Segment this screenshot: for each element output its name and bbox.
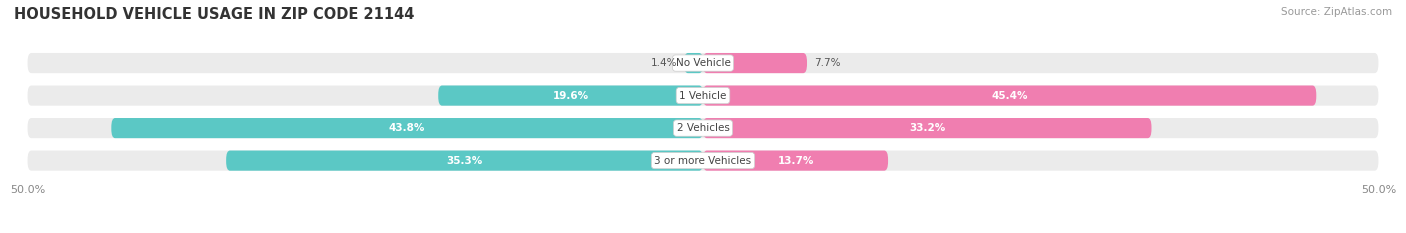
Text: 3 or more Vehicles: 3 or more Vehicles bbox=[654, 156, 752, 166]
Text: 35.3%: 35.3% bbox=[447, 156, 482, 166]
FancyBboxPatch shape bbox=[685, 53, 703, 73]
Text: 33.2%: 33.2% bbox=[910, 123, 945, 133]
Text: No Vehicle: No Vehicle bbox=[675, 58, 731, 68]
FancyBboxPatch shape bbox=[28, 86, 1378, 106]
Text: 1 Vehicle: 1 Vehicle bbox=[679, 91, 727, 101]
Text: 43.8%: 43.8% bbox=[389, 123, 426, 133]
FancyBboxPatch shape bbox=[439, 86, 703, 106]
FancyBboxPatch shape bbox=[703, 118, 1152, 138]
FancyBboxPatch shape bbox=[111, 118, 703, 138]
Text: 7.7%: 7.7% bbox=[814, 58, 841, 68]
FancyBboxPatch shape bbox=[28, 118, 1378, 138]
FancyBboxPatch shape bbox=[703, 86, 1316, 106]
Text: 13.7%: 13.7% bbox=[778, 156, 814, 166]
Text: 2 Vehicles: 2 Vehicles bbox=[676, 123, 730, 133]
Text: 19.6%: 19.6% bbox=[553, 91, 589, 101]
Text: 1.4%: 1.4% bbox=[651, 58, 678, 68]
FancyBboxPatch shape bbox=[28, 151, 1378, 171]
Text: 45.4%: 45.4% bbox=[991, 91, 1028, 101]
Text: Source: ZipAtlas.com: Source: ZipAtlas.com bbox=[1281, 7, 1392, 17]
Text: HOUSEHOLD VEHICLE USAGE IN ZIP CODE 21144: HOUSEHOLD VEHICLE USAGE IN ZIP CODE 2114… bbox=[14, 7, 415, 22]
FancyBboxPatch shape bbox=[226, 151, 703, 171]
FancyBboxPatch shape bbox=[703, 151, 889, 171]
FancyBboxPatch shape bbox=[28, 53, 1378, 73]
FancyBboxPatch shape bbox=[703, 53, 807, 73]
